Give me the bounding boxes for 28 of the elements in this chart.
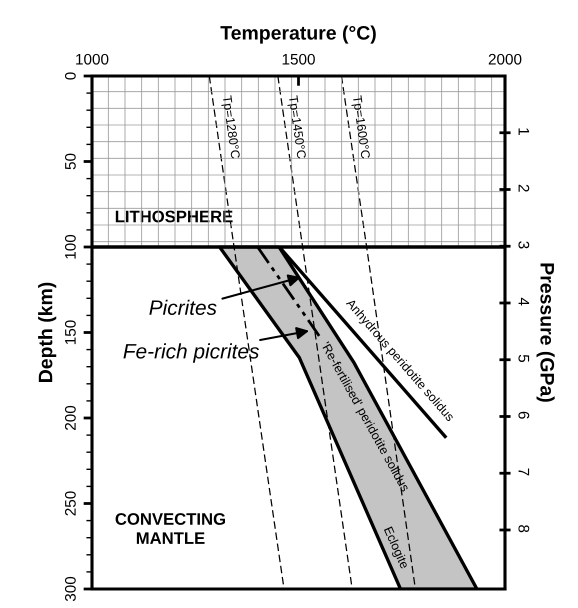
annotation: Fe-rich picrites [123, 343, 259, 363]
y2-tick-label: 7 [518, 468, 530, 476]
y2-tick-label: 3 [518, 241, 530, 249]
y2-tick-label: 2 [518, 184, 530, 192]
y2-axis-title: Pressure (GPa) [536, 264, 555, 402]
x-tick-label: 1000 [76, 54, 108, 65]
y-tick-label: 300 [64, 576, 76, 602]
x-tick-label: 2000 [488, 54, 522, 65]
annotation: Tp=1450°C [286, 95, 306, 160]
annotation: Picrites [149, 300, 217, 316]
y-tick-label: 250 [64, 491, 76, 516]
y-tick-label: 50 [64, 154, 76, 170]
annotation: Tp=1600°C [350, 95, 370, 160]
y2-tick-label: 8 [518, 525, 530, 532]
y-tick-label: 0 [64, 72, 76, 80]
y-tick-label: 150 [64, 320, 76, 344]
x-tick-label: 1500 [282, 54, 315, 65]
y2-tick-label: 5 [518, 354, 530, 362]
annotation: CONVECTING MANTLE [116, 513, 225, 544]
band-label: LITHOSPHERE [116, 210, 233, 222]
y-tick-label: 200 [64, 406, 76, 430]
y-axis-title: Depth (km) [38, 282, 56, 382]
y2-tick-label: 4 [518, 298, 530, 306]
y-tick-label: 100 [64, 234, 76, 259]
y2-tick-label: 6 [518, 412, 530, 419]
y2-tick-label: 1 [518, 128, 530, 135]
annotation: Tp=1280°C [220, 95, 240, 160]
x-axis-title: Temperature (°C) [220, 25, 376, 44]
